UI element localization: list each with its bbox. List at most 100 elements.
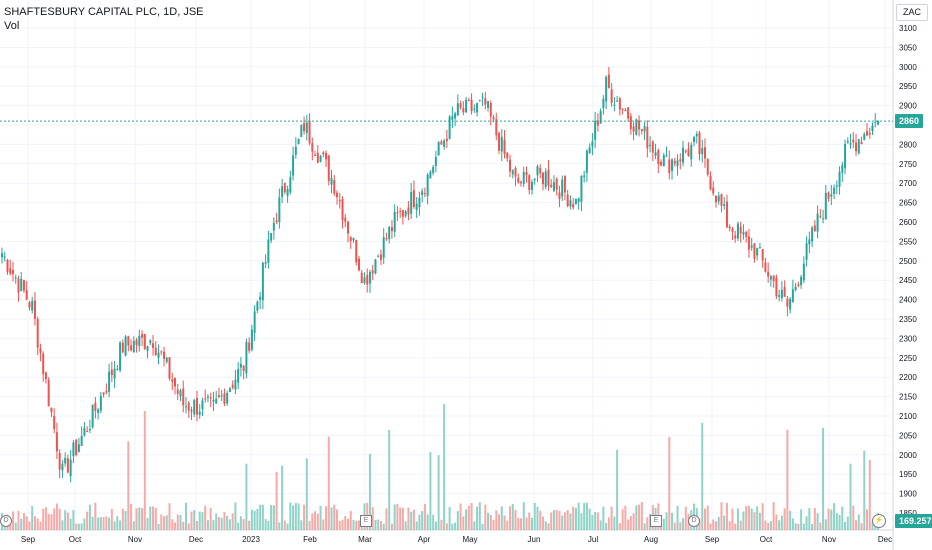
candle-body bbox=[649, 144, 652, 146]
volume-bar bbox=[465, 509, 468, 530]
y-tick-label: 2050 bbox=[899, 431, 917, 440]
volume-bar bbox=[110, 508, 113, 530]
candle-body bbox=[11, 269, 14, 275]
candle-body bbox=[627, 107, 630, 119]
volume-bar bbox=[237, 522, 240, 530]
candle-body bbox=[86, 431, 89, 433]
candle-body bbox=[206, 396, 209, 398]
volume-bar bbox=[248, 520, 251, 530]
candle-body bbox=[561, 179, 564, 197]
candle-body bbox=[808, 239, 811, 245]
lightning-icon[interactable]: ⚡ bbox=[872, 514, 886, 528]
candle-body bbox=[657, 150, 660, 165]
volume-bar bbox=[797, 523, 800, 530]
candle-body bbox=[303, 123, 306, 132]
candle-body bbox=[360, 272, 363, 284]
candle-body bbox=[800, 276, 803, 286]
candle-body bbox=[498, 132, 501, 151]
candle-body bbox=[160, 351, 163, 353]
candle-body bbox=[110, 369, 113, 376]
candle-body bbox=[736, 223, 739, 239]
volume-bar bbox=[31, 506, 34, 530]
candle-body bbox=[577, 198, 580, 203]
volume-bar bbox=[231, 513, 234, 530]
volume-bar bbox=[833, 503, 836, 530]
volume-bar bbox=[624, 505, 627, 530]
candle-body bbox=[66, 458, 69, 473]
volume-bar bbox=[635, 505, 638, 530]
candle-body bbox=[456, 103, 459, 116]
candle-body bbox=[267, 239, 270, 263]
currency-badge[interactable]: ZAC bbox=[896, 4, 928, 21]
dividend-icon[interactable]: D bbox=[0, 515, 12, 527]
candle-body bbox=[237, 368, 240, 383]
y-tick-label: 2000 bbox=[899, 451, 917, 460]
volume-bar bbox=[264, 518, 267, 530]
dividend-icon[interactable]: D bbox=[688, 515, 700, 527]
volume-bar bbox=[77, 523, 80, 530]
volume-bar bbox=[550, 512, 553, 530]
volume-bar bbox=[261, 504, 264, 530]
price-axis[interactable]: 1850 1900 1950 2000 2050 2100 2150 2200 2250 2300… bbox=[899, 24, 917, 518]
volume-bar bbox=[201, 512, 204, 530]
volume-bar bbox=[130, 503, 133, 530]
volume-bar bbox=[198, 511, 201, 530]
candle-body bbox=[822, 218, 825, 220]
symbol-title[interactable]: SHAFTESBURY CAPITAL PLC, 1D, JSE bbox=[4, 6, 204, 18]
volume-bar bbox=[66, 512, 69, 530]
volume-bar bbox=[234, 502, 237, 530]
candle-body bbox=[341, 198, 344, 220]
candle-body bbox=[157, 352, 160, 358]
volume-bar bbox=[706, 505, 709, 530]
candle-body bbox=[443, 140, 446, 147]
volume-bar bbox=[794, 523, 797, 530]
volume-bar bbox=[325, 506, 328, 530]
candle-body bbox=[717, 195, 720, 202]
candle-body bbox=[264, 262, 267, 264]
volume-bar bbox=[163, 516, 166, 530]
volume-bar bbox=[574, 507, 577, 530]
time-axis[interactable]: Sep Oct Nov Dec 2023 Feb Mar Apr May Jun Jul Aug Sep… bbox=[21, 535, 892, 544]
candle-body bbox=[852, 139, 855, 143]
volume-bar bbox=[250, 509, 253, 530]
volume-bar bbox=[640, 502, 643, 530]
earnings-icon[interactable]: E bbox=[360, 515, 372, 527]
candle-body bbox=[28, 302, 31, 308]
candle-body bbox=[651, 141, 654, 153]
volume-bar bbox=[520, 518, 523, 530]
volume-bar bbox=[517, 517, 520, 530]
volume-bar bbox=[165, 515, 168, 530]
volume-bar bbox=[503, 515, 506, 530]
y-tick-label: 2600 bbox=[899, 218, 917, 227]
candle-body bbox=[668, 159, 671, 174]
volume-bar bbox=[816, 513, 819, 530]
candle-body bbox=[3, 256, 6, 258]
candle-body bbox=[116, 368, 119, 370]
volume-bar bbox=[357, 520, 360, 530]
candle-body bbox=[844, 143, 847, 169]
volume-bar bbox=[734, 523, 737, 530]
volume-bar bbox=[256, 508, 259, 530]
candle-body bbox=[723, 204, 726, 206]
volume-legend[interactable]: Vol bbox=[4, 20, 20, 32]
candle-body bbox=[154, 347, 157, 355]
x-tick-label: Jun bbox=[528, 535, 541, 544]
earnings-icon[interactable]: E bbox=[650, 515, 662, 527]
candle-body bbox=[805, 243, 808, 260]
candle-body bbox=[671, 159, 674, 171]
volume-bar bbox=[377, 519, 380, 530]
volume-bar bbox=[119, 520, 122, 530]
candle-body bbox=[646, 126, 649, 149]
candle-body bbox=[135, 339, 138, 345]
candle-body bbox=[643, 126, 646, 132]
volume-bar bbox=[855, 520, 858, 530]
candle-body bbox=[182, 388, 185, 406]
y-tick-label: 2250 bbox=[899, 354, 917, 363]
y-tick-label: 1950 bbox=[899, 470, 917, 479]
candle-body bbox=[415, 203, 418, 211]
volume-bar bbox=[99, 517, 102, 530]
candle-body bbox=[344, 217, 347, 222]
candle-body bbox=[105, 390, 108, 393]
candle-body bbox=[830, 194, 833, 197]
